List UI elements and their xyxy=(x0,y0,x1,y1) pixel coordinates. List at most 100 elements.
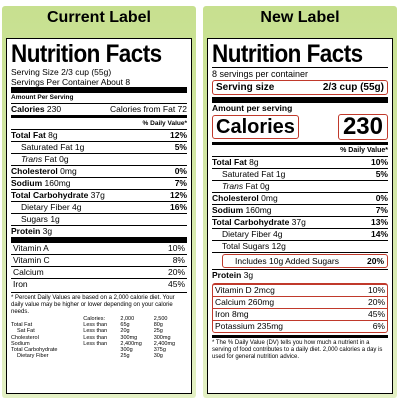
current-nutrient-pct: 0% xyxy=(174,166,187,176)
current-nutrient-row: Saturated Fat 1g 5% xyxy=(11,141,187,153)
new-vitamin-label: Calcium 260mg xyxy=(215,297,275,307)
dv-table-cell: 300g xyxy=(120,347,133,354)
current-nutrient-amount: 3g xyxy=(42,226,53,236)
dv-table-cell: Less than xyxy=(83,328,108,335)
new-nutrient-pct: 0% xyxy=(375,193,388,203)
new-nutrient-label: Total Sugars xyxy=(222,241,270,251)
current-nutrient-label: Total Fat xyxy=(11,130,46,140)
current-dv-header-row: % Daily Value* xyxy=(11,115,187,129)
current-nutrient-label: Cholesterol xyxy=(11,166,58,176)
new-nutrient-row: Sodium 160mg 7% xyxy=(212,204,388,216)
new-added-sugars-row: Includes 10g Added Sugars 20% xyxy=(212,252,388,269)
new-vitamin-row: Calcium 260mg 20% xyxy=(213,296,387,308)
current-vitamin-rows: Vitamin A 10% Vitamin C 8% Calcium 20% Iron 45% xyxy=(11,237,187,290)
new-calories-label: Calories xyxy=(212,115,299,139)
dv-table-cell: 20g xyxy=(120,328,130,335)
new-nutrient-pct: 10% xyxy=(370,157,388,167)
dv-table-cell: 375g xyxy=(153,347,166,354)
new-nutrient-amount: 37g xyxy=(291,217,306,227)
current-vitamin-row: Vitamin A 10% xyxy=(11,243,187,254)
new-protein-label: Protein xyxy=(212,270,242,280)
new-nutrient-label: Total Carbohydrate xyxy=(212,217,290,227)
new-nutrient-pct: 7% xyxy=(375,205,388,215)
new-nutrient-label: Trans xyxy=(222,181,244,191)
new-vitamin-pct: 20% xyxy=(367,297,385,307)
current-nutrient-pct: 12% xyxy=(169,130,187,140)
new-vitamin-label: Iron 8mg xyxy=(215,309,249,319)
current-amount: Amount Per Serving xyxy=(11,94,74,101)
current-nutrient-amount: Fat 0g xyxy=(44,154,69,164)
current-vitamin-label: Calcium xyxy=(13,267,44,277)
new-heading: Nutrition Facts xyxy=(212,40,363,68)
dv-table-cell: 25g xyxy=(153,328,163,335)
current-nutrient-label: Dietary Fiber xyxy=(21,202,70,212)
new-calories-row: Calories 230 xyxy=(212,114,388,140)
dv-table-head-cell: 2,500 xyxy=(153,316,168,322)
dv-table-cell: 80g xyxy=(153,322,163,329)
current-vitamin-row: Iron 45% xyxy=(11,278,187,290)
dv-table-cell: 30g xyxy=(153,353,163,360)
new-serving-size-label: Serving size xyxy=(216,82,275,93)
dv-table-cell: Less than xyxy=(83,340,108,347)
new-nutrition-label: Nutrition Facts 8 servings per container… xyxy=(207,38,393,394)
new-nutrient-amount: 0mg xyxy=(261,193,278,203)
current-serving-size: Serving Size 2/3 cup (55g) xyxy=(11,67,112,77)
dv-table-cell: Less than xyxy=(83,322,108,329)
new-nutrient-label: Sodium xyxy=(212,205,244,215)
new-added-sugars-label: Includes 10g Added Sugars xyxy=(235,256,339,266)
dv-table-cell: Sat Fat xyxy=(17,328,35,335)
current-nutrient-row: Sugars 1g xyxy=(11,213,187,225)
dv-table-head-cell: 2,000 xyxy=(120,316,135,322)
new-vitamin-row: Vitamin D 2mcg 10% xyxy=(213,285,387,296)
current-nutrient-label: Sugars xyxy=(21,214,48,224)
dv-table-cell: Total Fat xyxy=(11,322,33,329)
current-vitamin-pct: 10% xyxy=(167,243,185,253)
new-nutrient-amount: 12g xyxy=(271,241,286,251)
current-nutrient-amount: 1g xyxy=(50,214,60,224)
current-vitamin-label: Vitamin C xyxy=(13,255,50,265)
current-calories-value: 230 xyxy=(46,104,62,114)
new-nutrient-row: Trans Fat 0g xyxy=(212,180,388,192)
current-label-panel: Current Label Nutrition Facts Serving Si… xyxy=(2,6,196,398)
dv-table-cell: 300mg xyxy=(153,334,171,341)
current-nutrient-row: Sodium 160mg 7% xyxy=(11,177,187,189)
current-nutrient-row: Cholesterol 0mg 0% xyxy=(11,165,187,177)
new-label-panel: New Label Nutrition Facts 8 servings per… xyxy=(203,6,397,398)
new-nutrient-amount: 1g xyxy=(275,169,286,179)
new-vitamin-rows: Vitamin D 2mcg 10% Calcium 260mg 20% Iron 8m… xyxy=(212,283,388,333)
new-vitamin-label: Potassium 235mg xyxy=(215,321,284,331)
dv-table-cell: 25g xyxy=(120,353,130,360)
new-vitamin-pct: 45% xyxy=(367,309,385,319)
dv-table-cell: Sodium xyxy=(11,340,30,347)
current-heading: Nutrition Facts xyxy=(11,40,162,68)
new-nutrient-label: Dietary Fiber xyxy=(222,229,271,239)
current-calories-fat: Calories from Fat 72 xyxy=(110,104,187,114)
new-amount: Amount per serving xyxy=(212,103,293,113)
new-vitamin-label: Vitamin D 2mcg xyxy=(215,285,275,295)
current-vitamin-pct: 20% xyxy=(167,267,185,277)
current-nutrient-pct: 5% xyxy=(174,142,187,152)
new-dv-header-row: % Daily Value* xyxy=(212,142,388,156)
new-calories-value: 230 xyxy=(337,114,388,140)
new-vitamin-row: Iron 8mg 45% xyxy=(213,308,387,320)
dv-table-cell: 2,400mg xyxy=(153,340,176,347)
current-nutrient-label: Protein xyxy=(11,226,41,236)
current-nutrient-pct: 16% xyxy=(169,202,187,212)
current-vitamin-label: Vitamin A xyxy=(13,243,49,253)
current-amount-row: Amount Per Serving xyxy=(11,87,187,103)
current-nutrient-row: Trans Fat 0g xyxy=(11,153,187,165)
current-dv-header: % Daily Value* xyxy=(142,120,187,127)
new-nutrient-pct: 14% xyxy=(370,229,388,239)
dv-table-cell: 2,400mg xyxy=(120,340,142,347)
current-nutrient-label: Trans xyxy=(21,154,43,164)
new-nutrient-row: Saturated Fat 1g 5% xyxy=(212,168,388,180)
new-protein-amt: 3g xyxy=(243,270,254,280)
current-nutrient-row: Protein 3g xyxy=(11,225,187,237)
new-nutrient-rows: Total Fat 8g 10% Saturated Fat 1g 5% Trans F… xyxy=(212,156,388,252)
current-nutrient-pct: 12% xyxy=(169,190,187,200)
current-nutrient-amount: 0mg xyxy=(60,166,77,176)
current-dv-table: Calories: 2,000 2,500 Total Fat Less than 65g… xyxy=(11,316,187,359)
new-nutrient-amount: Fat 0g xyxy=(245,181,270,191)
current-nutrient-amount: 1g xyxy=(74,142,85,152)
new-nutrient-row: Total Sugars 12g xyxy=(212,240,388,252)
